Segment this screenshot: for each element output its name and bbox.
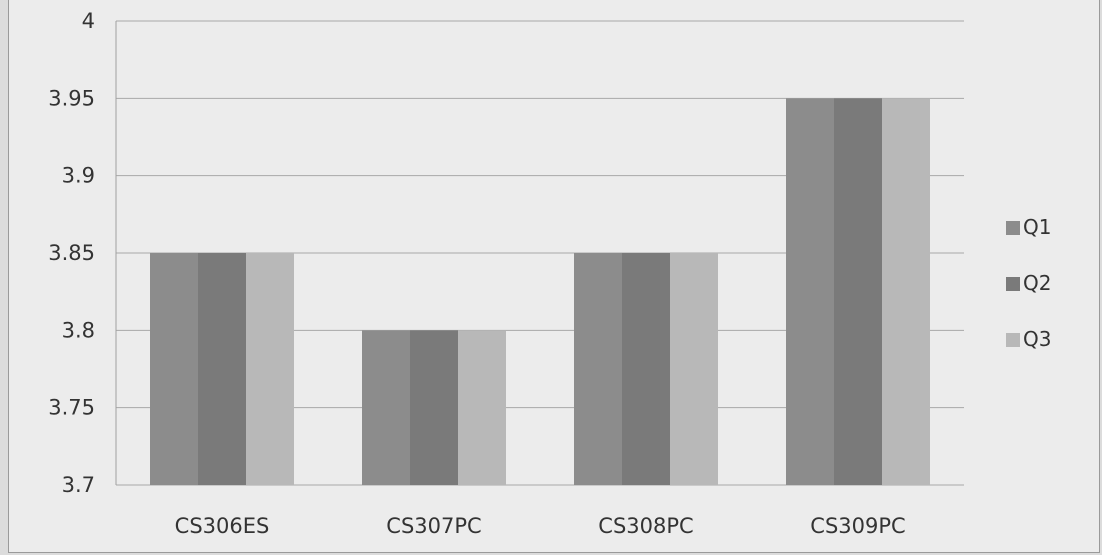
x-tick-label: CS308PC: [598, 514, 693, 538]
legend-label-q3: Q3: [1023, 327, 1051, 351]
bar-q2-cs307pc: [410, 330, 458, 485]
bar-q2-cs306es: [198, 253, 246, 485]
x-tick-label: CS309PC: [810, 514, 905, 538]
bar-q2-cs308pc: [622, 253, 670, 485]
bar-q3-cs307pc: [458, 330, 506, 485]
bar-q1-cs306es: [150, 253, 198, 485]
y-tick-label: 3.8: [62, 318, 95, 342]
bar-q3-cs308pc: [670, 253, 718, 485]
y-tick-label: 4: [82, 9, 95, 33]
x-tick-label: CS307PC: [386, 514, 481, 538]
chart-frame: 3.7 3.75 3.8 3.85 3.9 3.95 4 CS306ES CS307PC CS3…: [8, 0, 1100, 553]
bar-chart: 3.73.753.83.853.93.954 CS306ES CS307PC CS3…: [48, 9, 1051, 538]
bar-q1-cs309pc: [786, 98, 834, 485]
bar-q1-cs308pc: [574, 253, 622, 485]
x-tick-label: CS306ES: [175, 514, 270, 538]
legend-swatch-q3: [1006, 333, 1020, 347]
y-axis-ticks: 3.7 3.75 3.8 3.85 3.9 3.95 4: [48, 9, 95, 497]
y-tick-label: 3.95: [48, 86, 95, 110]
y-tick-label: 3.85: [48, 241, 95, 265]
bars: [150, 98, 930, 485]
y-tick-label: 3.9: [62, 164, 95, 188]
legend: Q1 Q2 Q3: [1006, 215, 1051, 351]
y-tick-label: 3.7: [62, 473, 95, 497]
bar-q1-cs307pc: [362, 330, 410, 485]
legend-swatch-q2: [1006, 277, 1020, 291]
legend-label-q1: Q1: [1023, 215, 1051, 239]
x-axis-ticks: CS306ES CS307PC CS308PC CS309PC: [175, 514, 906, 538]
legend-swatch-q1: [1006, 221, 1020, 235]
bar-q2-cs309pc: [834, 98, 882, 485]
y-tick-label: 3.75: [48, 396, 95, 420]
bar-q3-cs309pc: [882, 98, 930, 485]
legend-label-q2: Q2: [1023, 271, 1051, 295]
bar-q3-cs306es: [246, 253, 294, 485]
